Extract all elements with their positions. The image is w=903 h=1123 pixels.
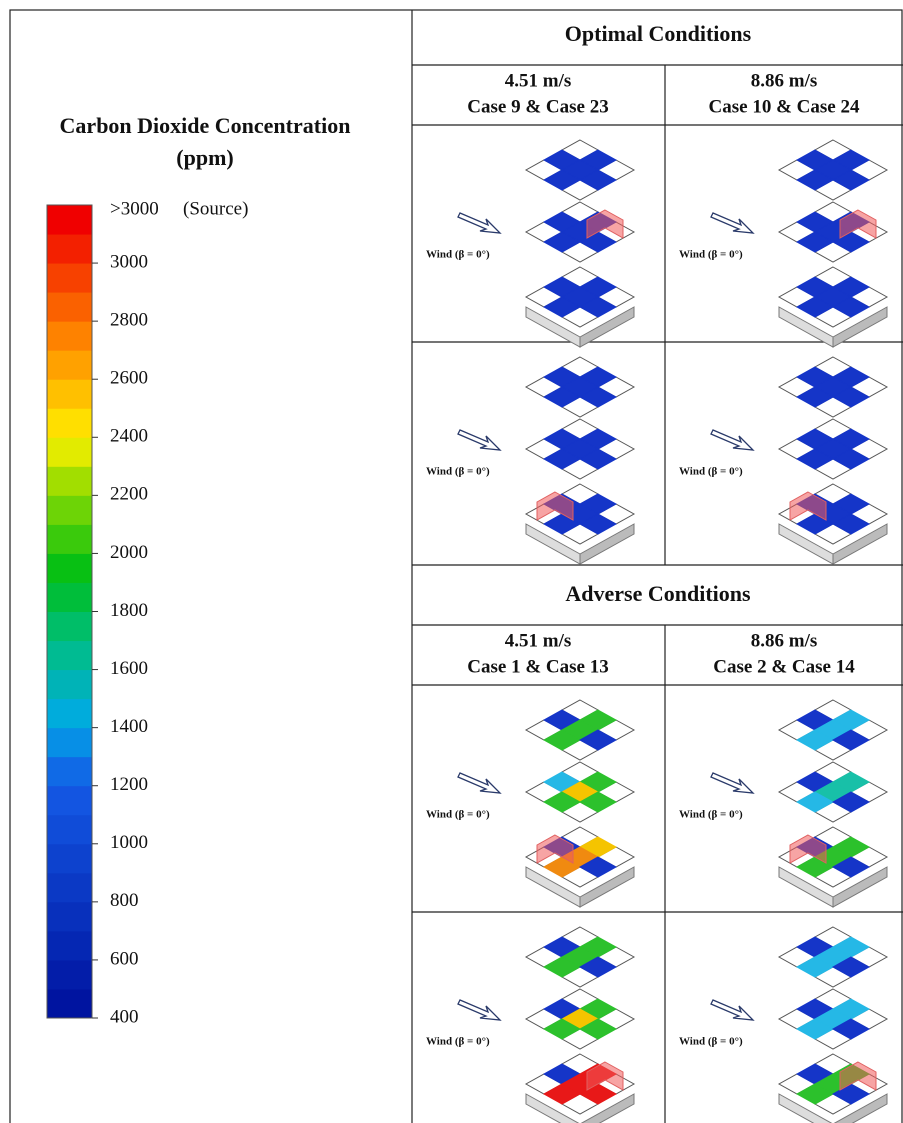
colorbar-segment: [47, 321, 92, 351]
wind-arrow: [711, 430, 753, 450]
column-cases: Case 2 & Case 14: [713, 656, 855, 677]
wind-label: Wind (β = 0°): [679, 1036, 743, 1048]
section-title: Adverse Conditions: [565, 581, 751, 606]
section-title: Optimal Conditions: [565, 21, 752, 46]
colorbar-segment: [47, 757, 92, 787]
wind-arrow: [458, 773, 500, 793]
colorbar-segment: [47, 292, 92, 322]
tick-label: 400: [110, 1006, 139, 1027]
column-speed: 8.86 m/s: [751, 630, 818, 651]
column-speed: 4.51 m/s: [505, 630, 572, 651]
tick-label: 1000: [110, 832, 148, 853]
colorbar-segment: [47, 582, 92, 612]
colorbar-segment: [47, 234, 92, 264]
colorbar-segment: [47, 612, 92, 642]
colorbar-segment: [47, 553, 92, 583]
column-cases: Case 10 & Case 24: [709, 96, 860, 117]
colorbar-segment: [47, 844, 92, 874]
colorbar-segment: [47, 466, 92, 496]
wind-arrow: [711, 773, 753, 793]
colorbar-segment: [47, 205, 92, 235]
column-cases: Case 9 & Case 23: [467, 96, 608, 117]
wind-label: Wind (β = 0°): [426, 1036, 490, 1048]
tick-label: 2800: [110, 310, 148, 331]
colorbar-segment: [47, 263, 92, 293]
colorbar-segment: [47, 931, 92, 961]
colorbar-segment: [47, 670, 92, 700]
colorbar-segment: [47, 815, 92, 845]
table-grid: [10, 10, 903, 1123]
colorbar-segment: [47, 437, 92, 467]
column-speed: 8.86 m/s: [751, 70, 818, 91]
colorbar-segment: [47, 641, 92, 671]
tick-label: 1200: [110, 774, 148, 795]
legend-source-label: (Source): [183, 198, 248, 219]
tick-label: 1400: [110, 716, 148, 737]
column-speed: 4.51 m/s: [505, 70, 572, 91]
colorbar-segment: [47, 524, 92, 554]
tick-label: 2200: [110, 484, 148, 505]
colorbar-segment: [47, 989, 92, 1019]
outer-border: [10, 10, 902, 1123]
tick-label: 1800: [110, 600, 148, 621]
wind-arrow: [711, 1000, 753, 1020]
column-cases: Case 1 & Case 13: [467, 656, 608, 677]
colorbar-segment: [47, 960, 92, 990]
wind-label: Wind (β = 0°): [679, 809, 743, 821]
tick-label: 600: [110, 948, 139, 969]
wind-arrow: [458, 213, 500, 233]
colorbar-segment: [47, 495, 92, 525]
wind-arrow: [458, 1000, 500, 1020]
wind-label: Wind (β = 0°): [679, 466, 743, 478]
colorbar-segment: [47, 350, 92, 380]
wind-label: Wind (β = 0°): [426, 466, 490, 478]
legend-unit: (ppm): [176, 145, 233, 170]
colorbar-segment: [47, 728, 92, 758]
colorbar-segment: [47, 902, 92, 932]
wind-arrow: [458, 430, 500, 450]
tick-label: 1600: [110, 658, 148, 679]
legend-title: Carbon Dioxide Concentration: [60, 113, 351, 138]
figure: Carbon Dioxide Concentration (ppm) >3000…: [0, 0, 903, 1123]
wind-label: Wind (β = 0°): [426, 249, 490, 261]
colorbar-segment: [47, 873, 92, 903]
legend-top-label: >3000: [110, 198, 159, 219]
colorbar-segment: [47, 786, 92, 816]
wind-label: Wind (β = 0°): [679, 249, 743, 261]
colorbar-segment: [47, 699, 92, 729]
tick-label: 3000: [110, 251, 148, 272]
wind-label: Wind (β = 0°): [426, 809, 490, 821]
tick-label: 2400: [110, 426, 148, 447]
colorbar-segment: [47, 379, 92, 409]
tick-label: 2600: [110, 368, 148, 389]
wind-arrow: [711, 213, 753, 233]
colorbar-segment: [47, 408, 92, 438]
tick-label: 800: [110, 890, 139, 911]
tick-label: 2000: [110, 542, 148, 563]
